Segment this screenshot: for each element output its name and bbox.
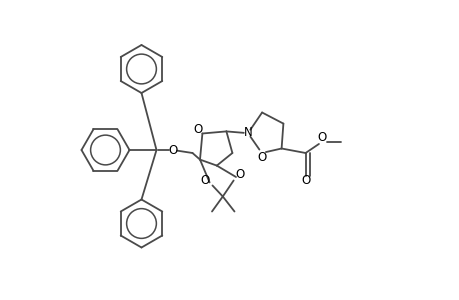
- Text: O: O: [257, 151, 266, 164]
- Text: O: O: [317, 131, 326, 144]
- Text: O: O: [200, 173, 210, 187]
- Text: O: O: [193, 123, 202, 136]
- Text: O: O: [168, 143, 177, 157]
- Text: N: N: [243, 126, 252, 140]
- Text: O: O: [300, 174, 309, 187]
- Text: O: O: [235, 168, 244, 181]
